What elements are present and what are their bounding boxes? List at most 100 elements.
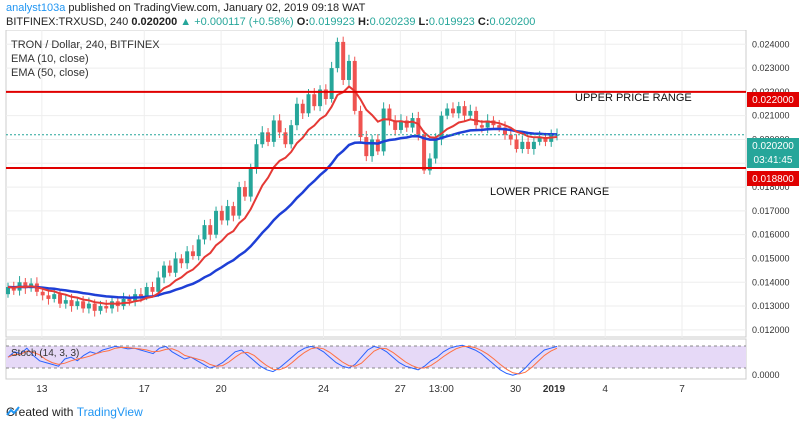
time-tick-label: 17: [139, 384, 151, 395]
candle-down: [358, 110, 363, 138]
candle-down: [208, 225, 213, 235]
close-value: 0.020200: [489, 16, 536, 28]
time-tick-label: 24: [318, 384, 330, 395]
candle-up: [410, 118, 415, 128]
candle-down: [508, 134, 513, 140]
price-tick-label: 0.022000: [752, 87, 790, 97]
candle-up: [335, 41, 340, 69]
candle-down: [179, 258, 184, 264]
price-tick-label: 0.017000: [752, 206, 790, 216]
legend-ema50: EMA (50, close): [11, 67, 89, 79]
time-tick-label: 13: [36, 384, 48, 395]
candle-up: [318, 89, 323, 107]
candle-down: [352, 60, 357, 111]
candle-down: [92, 303, 97, 311]
candle-up: [427, 158, 432, 171]
symbol-label: BITFINEX:TRXUSD, 240: [6, 16, 129, 28]
candle-down: [375, 139, 380, 152]
candle-down: [497, 125, 502, 128]
candle-down: [300, 103, 305, 114]
candle-up: [381, 108, 386, 152]
price-axis[interactable]: 0.0240000.0230000.0220000.0210000.020000…: [752, 39, 790, 335]
time-axis[interactable]: 13 17 20 24 27 13:00 30 2019 4 7: [36, 384, 685, 395]
candle-up: [254, 144, 259, 169]
price-chart[interactable]: UPPER PRICE RANGE LOWER PRICE RANGE TRON…: [0, 30, 800, 400]
candle-up: [162, 265, 167, 278]
candle-down: [69, 300, 74, 307]
candle-down: [277, 120, 282, 133]
candle-down: [231, 206, 236, 216]
candle-up: [63, 300, 68, 304]
candle-down: [312, 94, 317, 107]
time-tick-label: 20: [216, 384, 228, 395]
current-price-tag: [747, 138, 799, 168]
candle-up: [294, 103, 299, 126]
candle-up: [110, 301, 115, 309]
low-value: 0.019923: [428, 16, 475, 28]
candle-up: [156, 277, 161, 292]
candle-up: [531, 141, 536, 149]
price-tick-label: 0.016000: [752, 230, 790, 240]
time-tick-label: 27: [395, 384, 407, 395]
candle-up: [439, 115, 444, 140]
candle-countdown-text: 03:41:45: [754, 155, 793, 166]
candle-up: [6, 287, 10, 295]
candle-down: [526, 141, 531, 149]
time-tick-label: 7: [679, 384, 685, 395]
candle-up: [98, 306, 103, 311]
time-tick-label: 2019: [543, 384, 566, 395]
stoch-d-line: [7, 345, 558, 375]
price-tick-label: 0.023000: [752, 63, 790, 73]
main-pane: [5, 30, 747, 338]
candle-up: [144, 287, 149, 297]
price-tick-label: 0.012000: [752, 325, 790, 335]
candle-up: [52, 294, 57, 299]
lower-price-tag: [747, 171, 799, 186]
candle-up: [346, 60, 351, 80]
ema50-line: [7, 127, 558, 299]
candle-down: [462, 106, 467, 116]
candle-up: [173, 258, 178, 273]
candle-down: [416, 118, 421, 135]
chart-header: analyst103a published on TradingView.com…: [0, 0, 800, 30]
candle-up: [537, 137, 542, 142]
open-value: 0.019923: [309, 16, 355, 28]
last-price: 0.020200: [131, 16, 178, 28]
candle-up: [271, 120, 276, 142]
footer-brand[interactable]: TradingView: [76, 405, 143, 419]
candle-down: [387, 108, 392, 121]
chart-area[interactable]: UPPER PRICE RANGE LOWER PRICE RANGE TRON…: [0, 30, 800, 400]
high-value: 0.020239: [369, 16, 416, 28]
candle-up: [75, 301, 80, 307]
candle-down: [58, 294, 63, 304]
candle-up: [485, 120, 490, 128]
candle-up: [248, 168, 253, 197]
candle-down: [341, 41, 346, 80]
publish-line: analyst103a published on TradingView.com…: [6, 2, 365, 14]
candle-up: [370, 139, 375, 157]
candle-up: [225, 206, 230, 221]
current-price-tag-text: 0.020200: [752, 141, 794, 152]
stoch-band: [6, 346, 746, 368]
candle-up: [86, 303, 91, 309]
candle-up: [202, 225, 207, 240]
candle-down: [364, 137, 369, 157]
author-link[interactable]: analyst103a: [6, 2, 66, 14]
stoch-axis-zero: 0.0000: [752, 370, 780, 380]
price-tick-label: 0.014000: [752, 277, 790, 287]
candle-down: [266, 132, 271, 142]
candle-down: [11, 287, 16, 291]
candle-up: [555, 134, 559, 136]
candle-up: [468, 110, 473, 116]
candle-up: [456, 106, 461, 114]
price-change: +0.000117 (+0.58%): [194, 16, 294, 28]
candle-down: [46, 295, 51, 299]
candle-down: [81, 301, 86, 309]
lower-range-annotation: LOWER PRICE RANGE: [490, 186, 609, 198]
price-tick-label: 0.015000: [752, 253, 790, 263]
candle-down: [190, 251, 195, 257]
upper-range-annotation: UPPER PRICE RANGE: [575, 92, 692, 104]
candle-down: [323, 89, 328, 100]
legend-title: TRON / Dollar, 240, BITFINEX: [11, 39, 160, 51]
candle-down: [474, 110, 479, 126]
